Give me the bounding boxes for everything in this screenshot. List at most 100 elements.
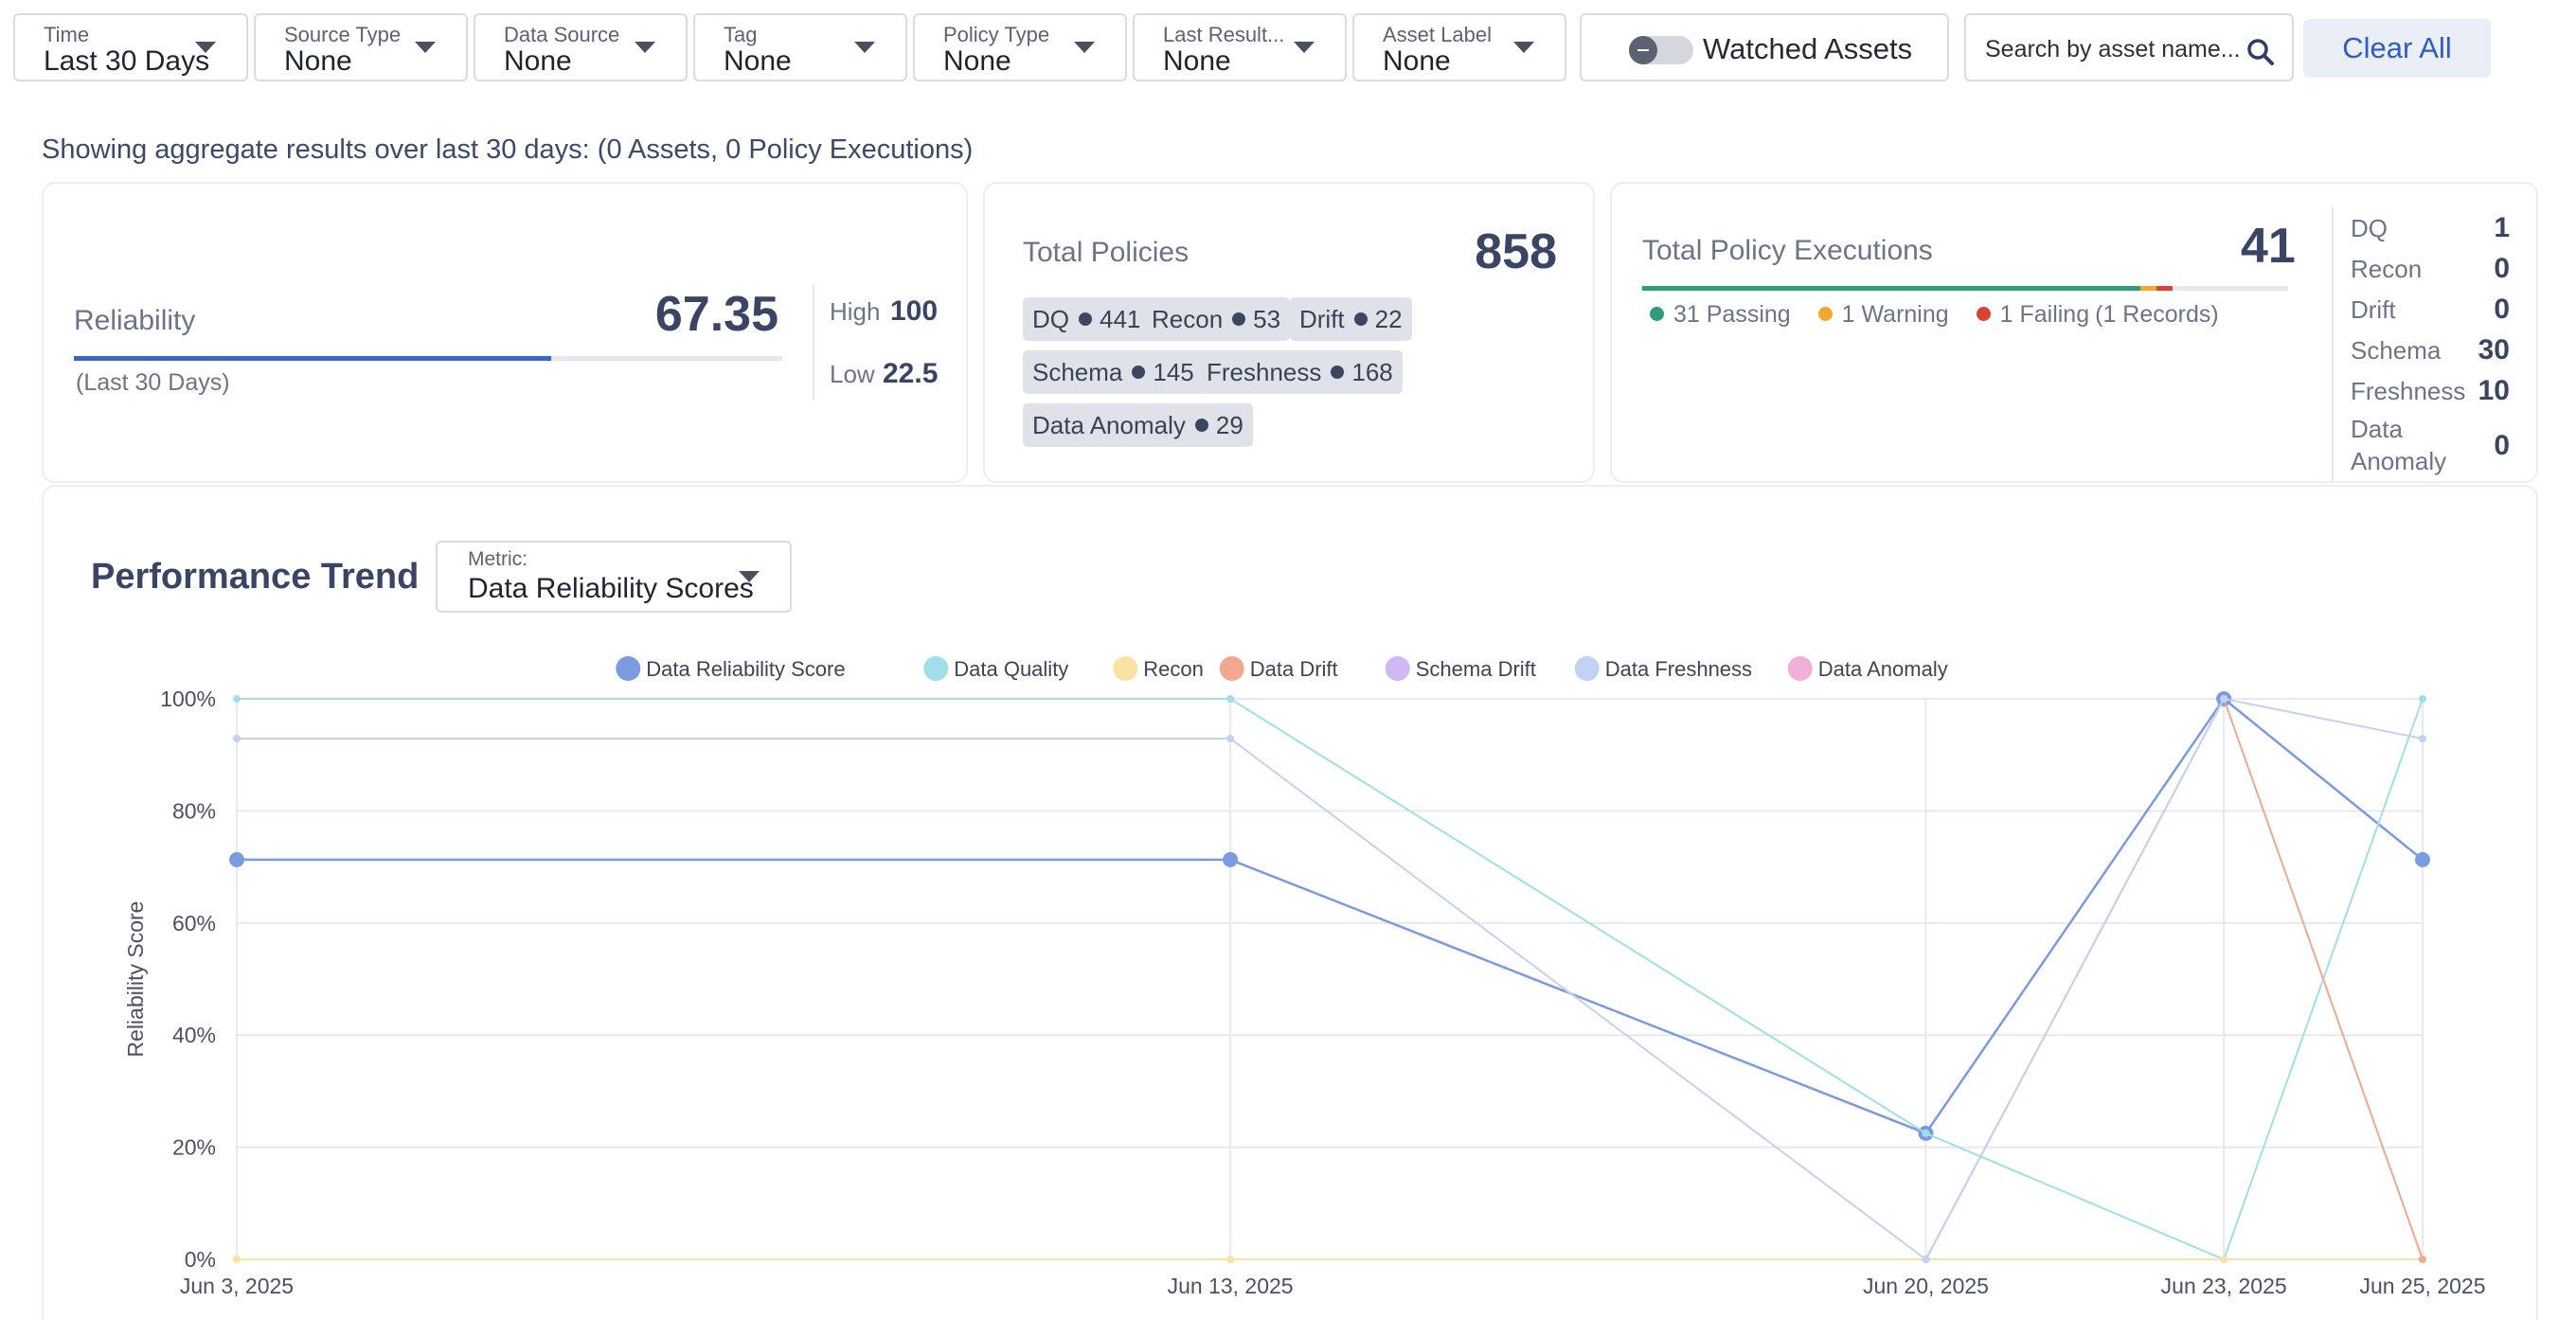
legend-item[interactable]: Schema Drift [1385, 656, 1536, 681]
data-point [1226, 695, 1235, 703]
policy-chip-recon[interactable]: Recon 53 [1142, 297, 1291, 341]
watched-assets-label: Watched Assets [1703, 32, 1913, 65]
legend-label: Data Reliability Score [646, 657, 845, 681]
policy-chip-data-anomaly[interactable]: Data Anomaly 29 [1023, 403, 1253, 447]
y-tick-label: 20% [172, 1135, 216, 1160]
series-line [1924, 696, 2424, 1260]
y-tick-label: 80% [172, 798, 216, 823]
breakdown-value-schema: 30 [2478, 334, 2510, 366]
y-tick-label: 100% [160, 687, 216, 711]
legend-item[interactable]: Recon [1113, 656, 1204, 681]
filter-label: Data Source [504, 23, 620, 46]
filter-asset-label[interactable]: Asset Label None [1352, 13, 1566, 81]
filter-label: Asset Label [1383, 23, 1492, 46]
legend-item[interactable]: Data Freshness [1574, 656, 1752, 681]
search-input[interactable] [1985, 32, 2241, 66]
warning-legend[interactable]: 1 Warning [1817, 301, 1949, 328]
dot-icon [1650, 307, 1664, 321]
series-line [237, 697, 2424, 1135]
x-tick-label: Jun 13, 2025 [1168, 1274, 1294, 1298]
dot-icon [1232, 312, 1246, 326]
data-point [2415, 851, 2430, 867]
clear-all-button[interactable]: Clear All [2303, 19, 2491, 78]
data-point [2419, 735, 2426, 743]
x-tick-label: Jun 3, 2025 [180, 1274, 294, 1298]
toggle-knob [1629, 36, 1657, 64]
chip-label: Drift [1299, 305, 1345, 333]
breakdown-value-freshness: 10 [2478, 375, 2510, 406]
chip-count: 168 [1351, 358, 1393, 386]
breakdown-value-drift: 0 [2494, 294, 2510, 325]
legend-item[interactable]: Data Reliability Score [616, 656, 846, 681]
filter-tag[interactable]: Tag None [693, 13, 907, 81]
filter-time[interactable]: Time Last 30 Days [13, 13, 248, 81]
filter-source-type[interactable]: Source Type None [254, 13, 468, 81]
legend-label: Data Freshness [1605, 657, 1752, 681]
data-point [1922, 1256, 1930, 1263]
policy-chip-drift[interactable]: Drift 22 [1290, 297, 1412, 341]
x-tick-label: Jun 20, 2025 [1863, 1274, 1989, 1298]
filter-data-source[interactable]: Data Source None [474, 13, 688, 81]
legend-marker [1787, 656, 1813, 681]
chip-count: 53 [1253, 305, 1281, 333]
policy-chip-freshness[interactable]: Freshness 168 [1197, 350, 1403, 394]
metric-select[interactable]: Metric: Data Reliability Scores [436, 541, 792, 613]
series-line [237, 697, 2424, 1261]
performance-trend-title: Performance Trend [91, 557, 420, 597]
performance-trend-card: Performance Trend Metric: Data Reliabili… [42, 485, 2538, 1320]
watched-assets-toggle[interactable] [1629, 36, 1693, 64]
legend-item[interactable]: Data Quality [923, 656, 1068, 681]
chip-label: DQ [1032, 305, 1069, 333]
breakdown-label-freshness: Freshness [2351, 377, 2466, 405]
metric-label: Metric: [468, 548, 528, 570]
failing-label: 1 Failing [1999, 301, 2090, 328]
executions-total: 41 [2241, 219, 2296, 274]
search-icon[interactable] [2246, 38, 2275, 66]
filter-last-result[interactable]: Last Result... None [1133, 13, 1347, 81]
y-tick-label: 60% [172, 911, 216, 936]
y-axis-label: Reliability Score [123, 901, 148, 1058]
filter-policy-type[interactable]: Policy Type None [913, 13, 1127, 81]
data-point [233, 1256, 241, 1263]
filter-value: None [1383, 45, 1451, 77]
policy-executions-card: Total Policy Executions 41 31 Passing 1 … [1610, 182, 2538, 483]
chevron-down-icon [635, 42, 655, 53]
warning-label: 1 Warning [1841, 301, 1949, 328]
passing-segment [1642, 286, 2141, 291]
legend-marker [1574, 656, 1600, 681]
divider [813, 284, 814, 400]
failing-segment [2156, 286, 2173, 291]
policy-chip-schema[interactable]: Schema 145 [1023, 350, 1204, 394]
divider [2332, 206, 2334, 481]
policy-chip-dq[interactable]: DQ 441 [1023, 297, 1151, 341]
filter-label: Source Type [284, 23, 402, 46]
dot-icon [1079, 312, 1092, 326]
legend-item[interactable]: Data Drift [1219, 656, 1338, 681]
data-point [1226, 1256, 1235, 1263]
legend-marker [1385, 656, 1410, 681]
low-value: 22.5 [883, 358, 939, 389]
failing-legend[interactable]: 1 Failing (1 Records) [1976, 301, 2219, 328]
dot-icon [1353, 312, 1368, 326]
filter-value: None [1163, 45, 1231, 77]
x-tick-label: Jun 25, 2025 [2359, 1274, 2485, 1298]
legend-marker [923, 656, 949, 681]
passing-legend[interactable]: 31 Passing [1650, 301, 1791, 328]
filter-value: Last 30 Days [44, 45, 210, 77]
data-point [2419, 1256, 2426, 1263]
filter-label: Time [44, 23, 90, 46]
dot-icon [1976, 307, 1991, 321]
legend-marker [616, 656, 641, 681]
chevron-down-icon [1294, 42, 1315, 53]
dot-icon [1132, 366, 1146, 379]
reliability-period: (Last 30 Days) [76, 369, 230, 396]
chevron-down-icon [739, 571, 760, 582]
breakdown-label-schema: Schema [2351, 336, 2442, 365]
breakdown-label-data-anomaly: Data Anomaly [2351, 415, 2447, 475]
filter-value: None [504, 45, 572, 77]
dot-icon [1194, 419, 1208, 432]
y-tick-label: 40% [172, 1023, 216, 1047]
legend-item[interactable]: Data Anomaly [1787, 656, 1948, 681]
data-point [2419, 695, 2426, 703]
breakdown-label-recon: Recon [2351, 255, 2423, 283]
